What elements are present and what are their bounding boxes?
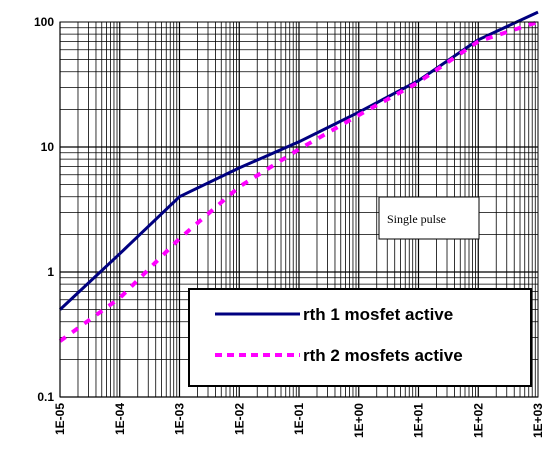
legend-label-series-2: rth 2 mosfets active bbox=[303, 346, 463, 365]
x-tick-label: 1E+03 bbox=[531, 403, 545, 438]
x-tick-label: 1E+00 bbox=[352, 403, 366, 438]
y-tick-label: 100 bbox=[34, 15, 54, 29]
annotation-single-pulse: Single pulse bbox=[387, 212, 446, 226]
annotation-box: Single pulse bbox=[378, 196, 480, 240]
x-tick-label: 1E-04 bbox=[113, 403, 127, 435]
series-line-1 bbox=[58, 10, 539, 311]
series-layer bbox=[58, 10, 539, 343]
x-tick-label: 1E+02 bbox=[471, 403, 485, 438]
y-tick-label: 10 bbox=[41, 140, 55, 154]
plot-area-border bbox=[59, 21, 539, 398]
legend: rth 1 mosfet active rth 2 mosfets active bbox=[188, 288, 532, 387]
y-tick-label: 1 bbox=[47, 265, 54, 279]
legend-label-series-1: rth 1 mosfet active bbox=[303, 305, 453, 324]
y-tick-label: 0.1 bbox=[37, 390, 54, 404]
x-tick-label: 1E+01 bbox=[412, 403, 426, 438]
x-tick-label: 1E-03 bbox=[173, 403, 187, 435]
x-tick-label: 1E-02 bbox=[232, 403, 246, 435]
y-tick-labels: 0.1 1 10 100 bbox=[34, 15, 54, 404]
x-tick-labels: 1E-05 1E-04 1E-03 1E-02 1E-01 1E+00 1E+01 1E+02… bbox=[53, 403, 545, 438]
x-tick-label: 1E-01 bbox=[292, 403, 306, 435]
x-tick-label: 1E-05 bbox=[53, 403, 67, 435]
